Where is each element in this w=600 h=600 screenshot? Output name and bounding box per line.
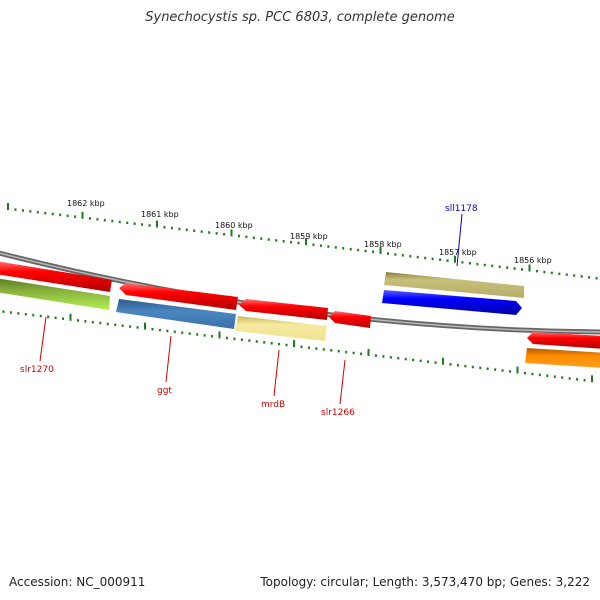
scale-label-1860: 1860 kbp [215, 221, 253, 230]
connector-mrdb [273, 349, 280, 397]
connector-sll1178 [456, 213, 463, 267]
gene-red-right[interactable] [527, 332, 600, 349]
scale-label-1858: 1858 kbp [364, 240, 402, 249]
gene-orange-right[interactable] [525, 348, 600, 368]
gene-yellow-mrdb[interactable] [235, 316, 327, 341]
scale-label-1861: 1861 kbp [141, 210, 179, 219]
gene-label-ggt[interactable]: ggt [157, 386, 172, 396]
lower-scale [2, 310, 593, 383]
gene-red-slr1266[interactable] [329, 311, 371, 328]
scale-label-1862: 1862 kbp [67, 199, 105, 208]
gene-label-mrdb[interactable]: mrdB [261, 400, 285, 410]
gene-steel-ggt[interactable] [116, 299, 236, 329]
scale-label-1859: 1859 kbp [290, 232, 328, 241]
gene-blue-sll1178[interactable] [382, 290, 522, 315]
gene-red-ggt-forward[interactable] [119, 283, 238, 310]
gene-red-mrdb[interactable] [239, 299, 328, 320]
gene-red-left[interactable] [0, 261, 112, 292]
connector-slr1266 [339, 359, 346, 405]
gene-label-slr1266[interactable]: slr1266 [321, 408, 355, 418]
gene-olive-sll1178[interactable] [384, 272, 524, 298]
upper-scale [7, 203, 598, 280]
gene-label-sll1178[interactable]: sll1178 [445, 204, 478, 214]
accession-text: Accession: NC_000911 [9, 575, 146, 589]
page-title: Synechocystis sp. PCC 6803, complete gen… [145, 10, 455, 25]
connector-slr1270 [39, 316, 47, 362]
gene-label-slr1270[interactable]: slr1270 [20, 365, 54, 375]
scale-label-1856: 1856 kbp [514, 256, 552, 265]
genome-summary-text: Topology: circular; Length: 3,573,470 bp… [260, 575, 590, 589]
gene-lime-slr1270[interactable] [0, 278, 110, 310]
connector-ggt [165, 335, 172, 383]
